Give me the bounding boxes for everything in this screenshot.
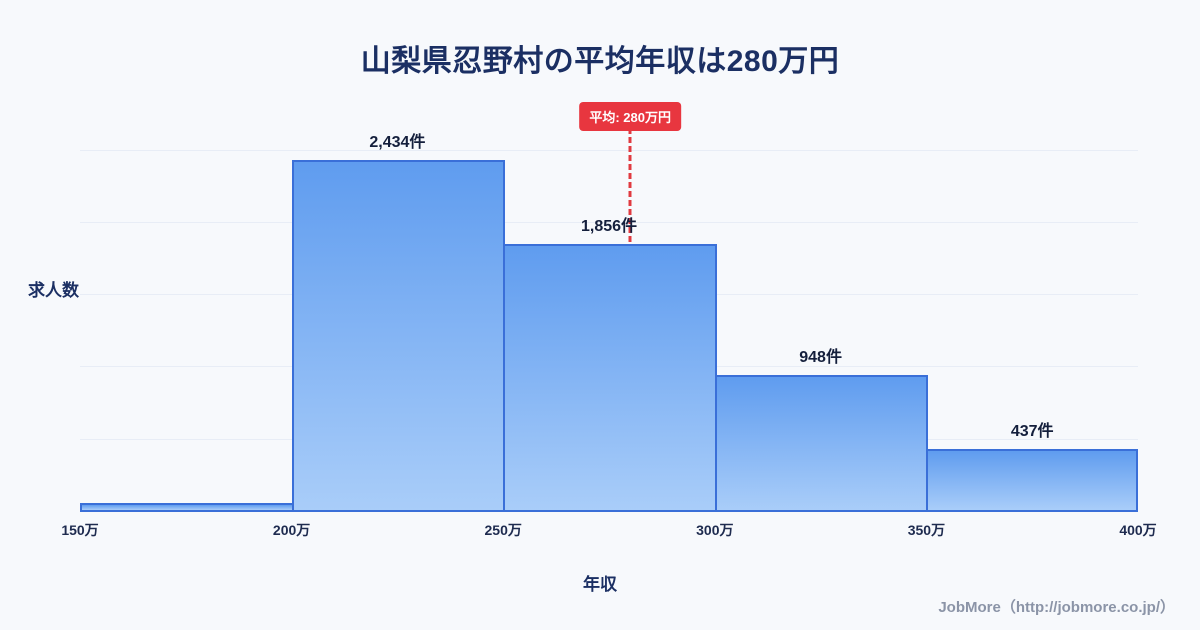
histogram-bar [291,160,506,512]
bar-value-label: 437件 [1010,422,1054,440]
x-tick-label: 300万 [696,522,734,538]
plot-area: 平均: 280万円 2,434件 1,856件 948件 437件 150万 200万 25… [61,102,1157,538]
average-badge: 平均: 280万円 [579,102,682,131]
y-axis-label: 求人数 [28,281,79,300]
histogram-bar [80,503,294,512]
bar-value-label: 1,856件 [580,217,638,235]
x-tick-label: 400万 [1119,522,1157,538]
x-tick-label: 250万 [484,522,522,538]
histogram-bar [714,374,929,512]
chart-title: 山梨県忍野村の平均年収は280万円 [360,45,840,78]
x-axis-label: 年収 [583,575,617,594]
bar-value-label: 2,434件 [369,134,426,151]
histogram-bar [926,448,1138,512]
gridline [80,149,1138,151]
bar-value-label: 948件 [799,348,842,366]
x-tick-label: 350万 [907,522,946,538]
footer-credit: JobMore（http://jobmore.co.jp/） [938,599,1175,616]
x-tick-label: 200万 [272,522,311,538]
x-tick-label: 150万 [61,522,99,538]
histogram-bar [503,243,717,512]
gridline [80,221,1138,223]
